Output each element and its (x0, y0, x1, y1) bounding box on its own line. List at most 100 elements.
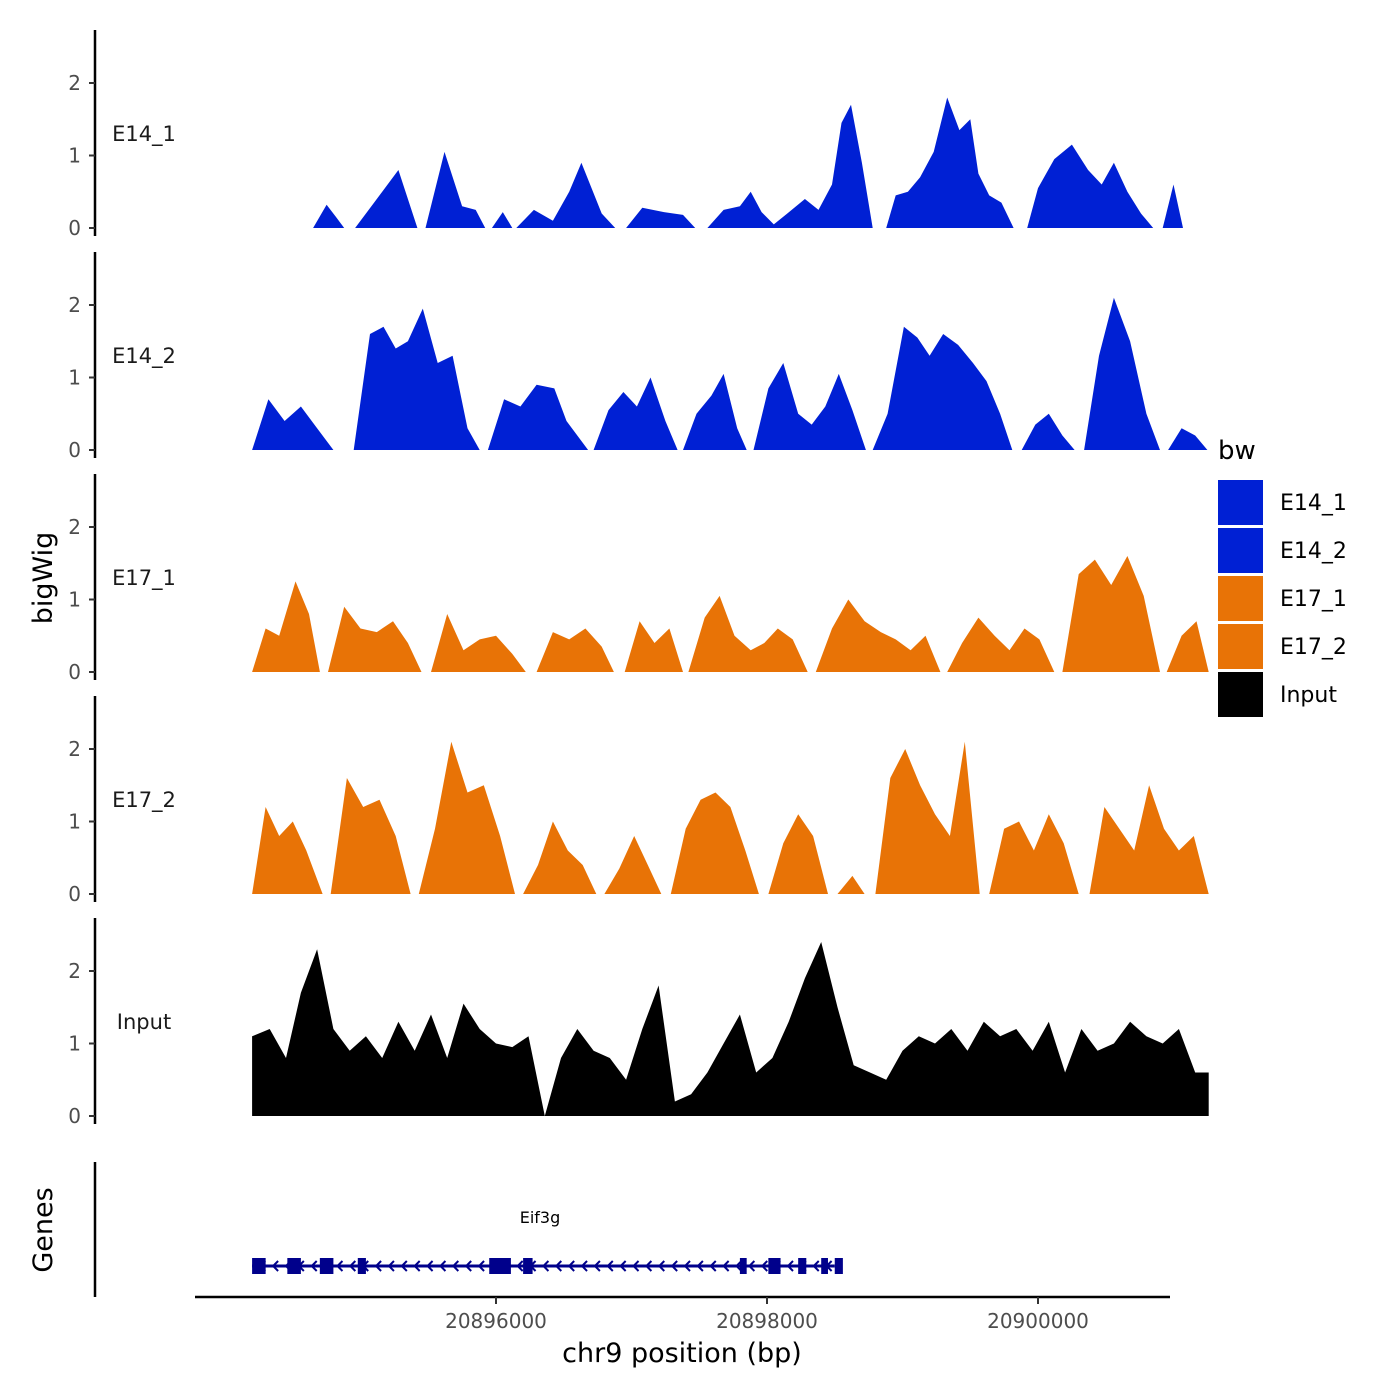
area-E14_2-0 (252, 399, 334, 450)
strand-arrow (580, 1260, 588, 1272)
strand-arrow (477, 1260, 485, 1272)
legend-swatch (1218, 672, 1263, 717)
area-E17_2-7 (837, 875, 865, 894)
y-tick-label: 1 (68, 588, 81, 612)
gene-exon (287, 1258, 301, 1274)
gene-exon (319, 1258, 334, 1274)
track-E17_2: 0 1 2 E17_2 (68, 696, 1209, 906)
strand-arrow (464, 1260, 472, 1272)
area-E14_2-5 (753, 363, 866, 450)
x-axis: 20896000 20898000 20900000 (195, 1295, 1170, 1333)
strand-arrow (426, 1260, 434, 1272)
track-label: E17_2 (112, 788, 176, 813)
strand-arrow (606, 1260, 614, 1272)
area-E17_2-5 (670, 792, 759, 894)
area-E17_1-1 (328, 606, 422, 672)
track-Input: 0 1 2 Input (68, 918, 1209, 1128)
area-E14_1-5 (626, 207, 696, 228)
legend-swatch (1218, 480, 1263, 525)
strand-arrow (683, 1260, 691, 1272)
y-tick-label: 1 (68, 366, 81, 390)
tracks-layer: 0 1 2 E14_1 0 1 2 E14_2 0 1 2 E17_1 0 1 2 E17_2 0 1 2 Input (68, 30, 1209, 1128)
track-label: Input (117, 1010, 171, 1034)
gene-exon (739, 1258, 747, 1274)
track-label: E14_1 (112, 122, 176, 147)
gene-exon (489, 1258, 511, 1274)
area-E14_1-2 (425, 151, 486, 228)
area-E17_2-6 (768, 814, 828, 894)
strand-arrow (336, 1260, 344, 1272)
area-E14_1-8 (1027, 144, 1154, 228)
y-tick-label: 0 (68, 882, 81, 906)
strand-arrow (657, 1260, 665, 1272)
x-tick-label: 20898000 (716, 1309, 818, 1333)
strand-arrow (567, 1260, 575, 1272)
y-tick-label: 1 (68, 144, 81, 168)
legend-label: E17_1 (1280, 587, 1347, 612)
area-E17_2-10 (1089, 785, 1209, 894)
legend-title: bw (1218, 436, 1256, 466)
gene-exon (798, 1258, 807, 1274)
strand-arrow (516, 1260, 524, 1272)
legend: bw E14_1 E14_2 E17_1 E17_2 Input (1218, 436, 1347, 717)
y-tick-label: 2 (68, 737, 81, 761)
area-E14_2-7 (1021, 413, 1075, 450)
track-E17_1: 0 1 2 E17_1 (68, 474, 1209, 684)
area-E14_2-4 (683, 373, 747, 450)
area-E17_1-0 (252, 581, 320, 672)
area-E14_1-6 (707, 104, 873, 228)
y-tick-label: 0 (68, 216, 81, 240)
area-E14_1-9 (1162, 184, 1183, 228)
strand-arrow (439, 1260, 447, 1272)
strand-arrow (271, 1260, 279, 1272)
area-Input-0 (252, 942, 1209, 1116)
legend-swatch (1218, 576, 1263, 621)
legend-label: E17_2 (1280, 635, 1347, 660)
area-E17_1-7 (947, 617, 1055, 672)
gene-exon (821, 1258, 828, 1274)
y-axis-title: bigWig (28, 532, 59, 625)
strand-arrow (812, 1260, 820, 1272)
area-E17_2-9 (989, 814, 1079, 894)
legend-swatch (1218, 528, 1263, 573)
y-tick-label: 0 (68, 660, 81, 684)
area-E17_1-4 (624, 621, 683, 672)
area-E14_2-3 (593, 377, 678, 450)
strand-arrow (348, 1260, 357, 1272)
strand-arrow (619, 1260, 627, 1272)
legend-swatch (1218, 624, 1263, 669)
area-E14_2-6 (872, 326, 1013, 450)
y-tick-label: 1 (68, 1032, 81, 1056)
strand-arrow (696, 1260, 704, 1272)
area-E14_1-0 (313, 204, 345, 228)
area-E17_1-3 (536, 628, 614, 672)
y-tick-label: 2 (68, 959, 81, 983)
strand-arrow (747, 1260, 756, 1272)
area-E17_1-2 (431, 614, 526, 672)
track-E14_1: 0 1 2 E14_1 (68, 30, 1183, 240)
strand-arrow (722, 1260, 730, 1272)
x-tick-label: 20896000 (445, 1309, 547, 1333)
area-E14_1-3 (491, 212, 513, 228)
gene-exon (523, 1258, 533, 1274)
legend-label: E14_1 (1280, 491, 1347, 516)
area-E14_2-1 (353, 308, 480, 450)
area-E17_1-9 (1166, 621, 1209, 672)
area-E14_2-8 (1084, 297, 1160, 450)
area-E17_2-3 (523, 821, 597, 894)
strand-arrow (554, 1260, 563, 1272)
area-E17_2-1 (330, 778, 411, 894)
area-E17_2-4 (604, 836, 662, 894)
strand-arrow (786, 1260, 794, 1272)
y-tick-label: 1 (68, 810, 81, 834)
strand-arrow (451, 1260, 460, 1272)
y-tick-label: 2 (68, 515, 81, 539)
strand-arrow (413, 1260, 421, 1272)
area-E17_2-0 (252, 807, 323, 894)
gene-name-label: Eif3g (520, 1208, 561, 1227)
y-tick-label: 2 (68, 71, 81, 95)
strand-arrow (709, 1260, 717, 1272)
gene-exon (252, 1258, 266, 1274)
legend-label: Input (1280, 683, 1337, 708)
